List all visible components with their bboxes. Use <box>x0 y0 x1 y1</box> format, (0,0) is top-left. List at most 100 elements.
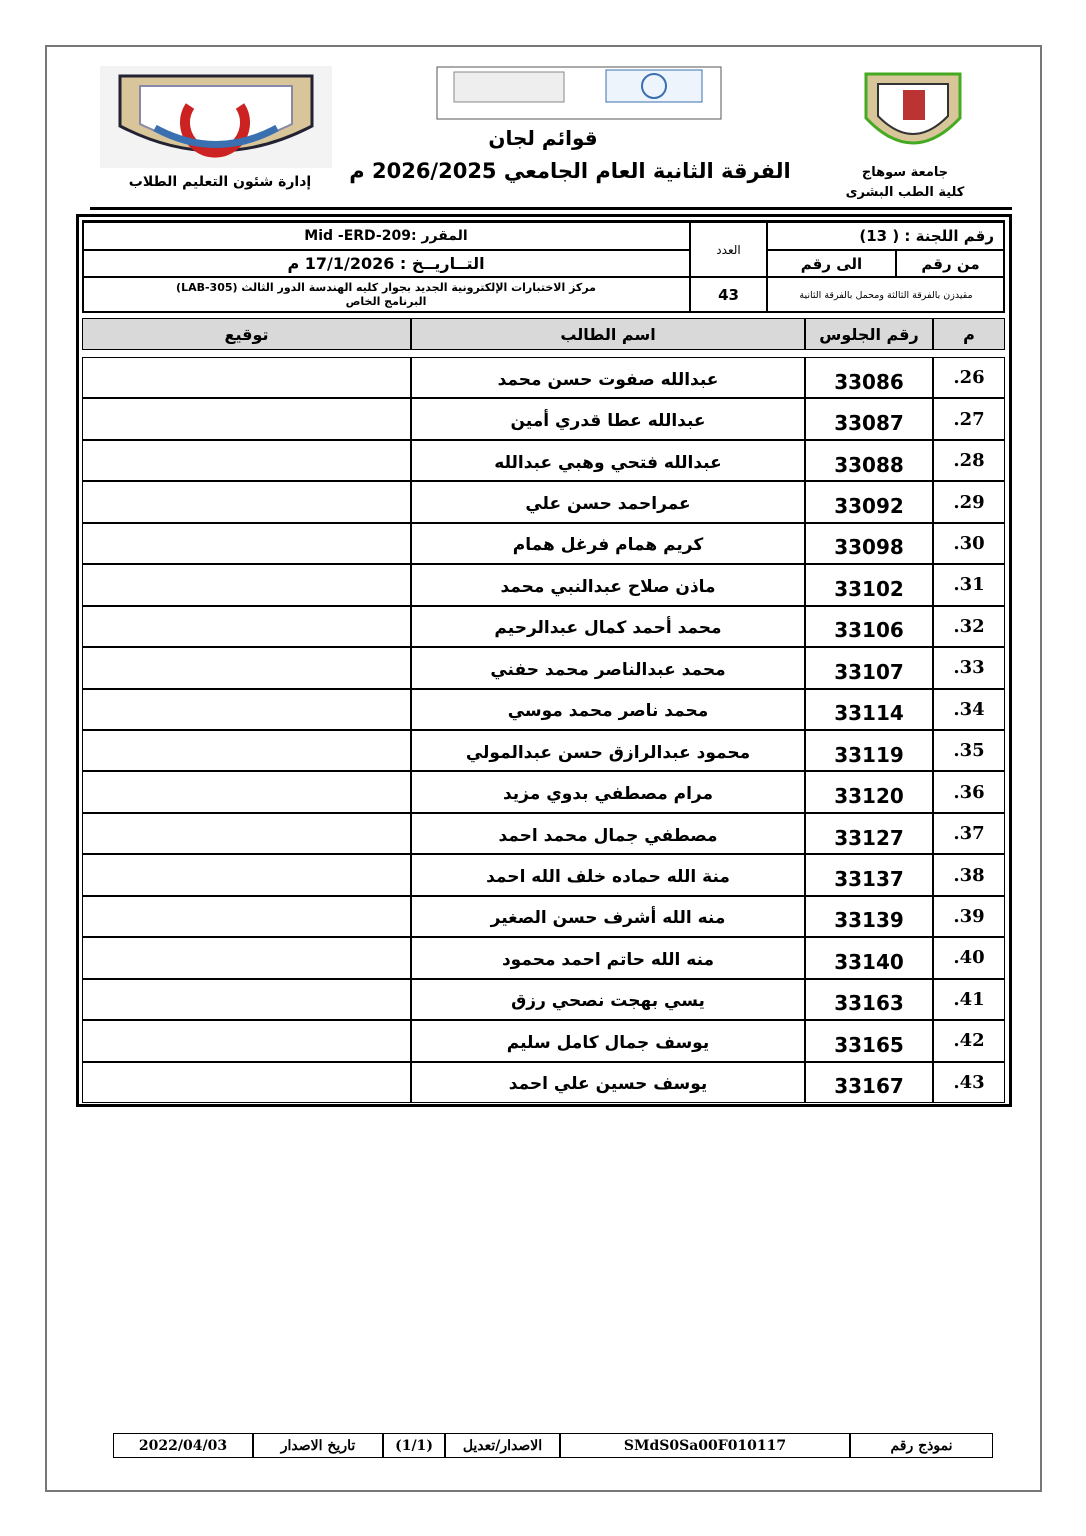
seat-number: 33167 <box>805 1061 933 1103</box>
signature <box>82 730 411 772</box>
student-name: عبدالله عطا قدري أمين <box>411 398 805 440</box>
seat-number: 33139 <box>805 895 933 938</box>
student-name: عبدالله فتحي وهبي عبدالله <box>411 439 805 482</box>
subtitle: الفرقة الثانية العام الجامعي 2026/2025 م <box>350 159 790 183</box>
seat-number: 33106 <box>805 605 933 648</box>
committee: رقم اللجنة : ( 13) <box>767 222 1005 250</box>
signature <box>82 398 411 440</box>
from-label: من رقم <box>896 250 1005 277</box>
row-number: 38. <box>933 854 1005 896</box>
location-line: البرنامج الخاص <box>345 295 427 308</box>
signature <box>82 357 411 399</box>
signature <box>82 522 411 565</box>
footer-cell: SMdS0Sa00F010117 <box>560 1433 850 1458</box>
student-name: محمد أحمد كمال عبدالرحيم <box>411 605 805 648</box>
signature <box>82 812 411 855</box>
row-number: 43. <box>933 1061 1005 1103</box>
row-number: 39. <box>933 895 1005 938</box>
footer-cell: تاريخ الاصدار <box>253 1433 383 1458</box>
university-logo <box>864 72 962 145</box>
footer-cell: الاصدار/تعديل <box>445 1433 560 1458</box>
footer-cell: نموذج رقم <box>850 1433 993 1458</box>
student-name: محمد عبدالناصر محمد حفني <box>411 647 805 689</box>
student-name: محمد ناصر محمد موسي <box>411 688 805 730</box>
seat-number: 33165 <box>805 1020 933 1062</box>
student-name: منة الله حماده خلف الله احمد <box>411 854 805 896</box>
row-number: 36. <box>933 771 1005 813</box>
column-header: اسم الطالب <box>411 318 805 350</box>
row-number: 37. <box>933 812 1005 855</box>
signature <box>82 564 411 606</box>
seat-number: 33120 <box>805 771 933 813</box>
seat-number: 33088 <box>805 439 933 482</box>
seat-number: 33102 <box>805 564 933 606</box>
row-number: 34. <box>933 688 1005 730</box>
column-header: رقم الجلوس <box>805 318 933 350</box>
row-number: 31. <box>933 564 1005 606</box>
seat-number: 33092 <box>805 481 933 523</box>
course: المقرر :Mid -ERD-209 <box>82 222 690 250</box>
signature <box>82 688 411 730</box>
location-line: مركز الاختبارات الإلكترونية الجديد بجوار… <box>176 281 596 294</box>
page-border <box>45 45 1042 1492</box>
student-name: منه الله أشرف حسن الصغير <box>411 895 805 938</box>
row-number: 35. <box>933 730 1005 772</box>
signature <box>82 978 411 1021</box>
signature <box>82 647 411 689</box>
row-number: 42. <box>933 1020 1005 1062</box>
header-rule <box>90 207 1012 210</box>
student-name: كريم همام فرغل همام <box>411 522 805 565</box>
seat-number: 33119 <box>805 730 933 772</box>
date: التــاريــخ : 17/1/2026 م <box>82 250 690 277</box>
row-number: 33. <box>933 647 1005 689</box>
note: مقيدزن بالفرقة الثالثة ومحمل بالفرقة الث… <box>767 277 1005 313</box>
row-number: 32. <box>933 605 1005 648</box>
signature <box>82 1061 411 1103</box>
seat-number: 33114 <box>805 688 933 730</box>
signature <box>82 439 411 482</box>
student-name: يوسف جمال كامل سليم <box>411 1020 805 1062</box>
seat-number: 33098 <box>805 522 933 565</box>
student-name: مصطفي جمال محمد احمد <box>411 812 805 855</box>
column-header: توقيع <box>82 318 411 350</box>
student-name: يسي بهجت نصحي رزق <box>411 978 805 1021</box>
footer-cell: 2022/04/03 <box>113 1433 253 1458</box>
title: قوائم لجان <box>488 126 598 150</box>
department: إدارة شئون التعليم الطلاب <box>128 174 312 190</box>
signature <box>82 481 411 523</box>
student-name: عبدالله صفوت حسن محمد <box>411 357 805 399</box>
seat-number: 33163 <box>805 978 933 1021</box>
row-number: 27. <box>933 398 1005 440</box>
main-frame <box>76 214 1012 1107</box>
faculty: كلية الطب البشرى <box>845 184 965 200</box>
seat-number: 33127 <box>805 812 933 855</box>
row-number: 29. <box>933 481 1005 523</box>
faculty-logo <box>100 66 332 168</box>
row-number: 26. <box>933 357 1005 399</box>
signature <box>82 937 411 979</box>
seat-number: 33086 <box>805 357 933 399</box>
row-number: 40. <box>933 937 1005 979</box>
signature <box>82 771 411 813</box>
signature <box>82 1020 411 1062</box>
seat-number: 33140 <box>805 937 933 979</box>
student-name: عمراحمد حسن علي <box>411 481 805 523</box>
to-label: الى رقم <box>767 250 896 277</box>
count: 43 <box>690 277 767 313</box>
student-name: يوسف حسين علي احمد <box>411 1061 805 1103</box>
student-name: محمود عبدالرازق حسن عبدالمولي <box>411 730 805 772</box>
student-name: منه الله حاتم احمد محمود <box>411 937 805 979</box>
seat-number: 33087 <box>805 398 933 440</box>
university: جامعة سوهاج <box>861 164 949 180</box>
count-label: العدد <box>690 222 767 277</box>
row-number: 28. <box>933 439 1005 482</box>
certification-logo <box>436 66 722 120</box>
student-name: مرام مصطفي بدوي مزيد <box>411 771 805 813</box>
footer-cell: (1/1) <box>383 1433 445 1458</box>
location-cell: مركز الاختبارات الإلكترونية الجديد بجوار… <box>82 277 690 313</box>
signature <box>82 895 411 938</box>
student-name: ماذن صلاح عبدالنبي محمد <box>411 564 805 606</box>
column-header: م <box>933 318 1005 350</box>
signature <box>82 605 411 648</box>
